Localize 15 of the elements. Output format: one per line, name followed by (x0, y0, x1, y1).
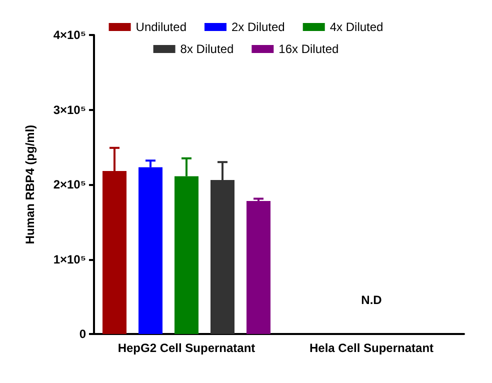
legend-label: 16x Diluted (278, 42, 339, 56)
annotation: N.D (361, 293, 382, 307)
y-tick-label: 2×10⁵ (53, 178, 86, 192)
y-tick-label: 3×10⁵ (53, 102, 86, 117)
x-tick-label: Hela Cell Supernatant (309, 341, 434, 355)
y-tick-label: 0 (79, 327, 86, 341)
bar (246, 200, 270, 334)
y-tick-label: 4×10⁵ (53, 28, 86, 42)
legend-label: Undiluted (136, 20, 186, 34)
y-axis-title: Human RBP4 (pg/ml) (23, 124, 37, 244)
legend-label: 2x Diluted (231, 20, 285, 34)
legend-label: 4x Diluted (330, 20, 384, 34)
x-tick-label: HepG2 Cell Supernatant (118, 341, 256, 355)
legend-label: 8x Diluted (180, 42, 234, 56)
y-tick-label: 1×10⁵ (53, 252, 86, 266)
